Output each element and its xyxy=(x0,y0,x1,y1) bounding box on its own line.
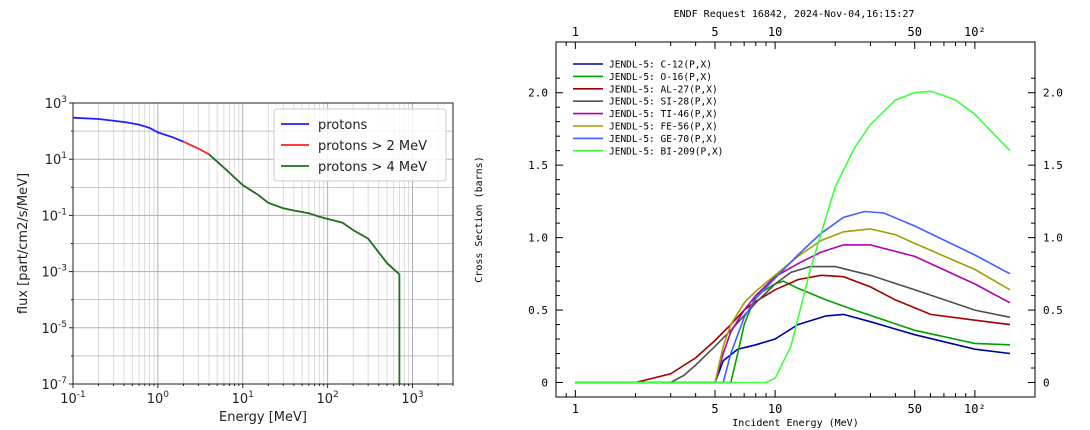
x-tick-label-top: 10 xyxy=(768,25,782,39)
y-tick-label: 1.0 xyxy=(528,232,548,245)
y-tick-label: 2.0 xyxy=(528,87,548,100)
x-axis-label: Incident Energy (MeV) xyxy=(732,418,858,429)
legend-box xyxy=(273,108,447,182)
x-tick-label: 10-1 xyxy=(60,390,86,407)
y-axis-label: Cross Section (barns) xyxy=(474,156,485,282)
legend-label: JENDL-5: GE-70(P,X) xyxy=(609,134,718,145)
series-line-5 xyxy=(575,244,1011,384)
y-tick-label: 0 xyxy=(541,377,548,390)
x-tick-label: 102 xyxy=(316,390,338,407)
y-tick-label-right: 1.5 xyxy=(1043,159,1063,172)
series-line-2 xyxy=(183,140,210,156)
plot-frame xyxy=(72,102,454,385)
x-tick-label: 101 xyxy=(232,390,254,407)
x-tick-label: 103 xyxy=(401,390,423,407)
y-tick-label: 101 xyxy=(45,151,67,168)
series-line-6 xyxy=(575,228,1011,384)
x-tick-label: 10 xyxy=(768,402,782,416)
series-line-8 xyxy=(575,90,1011,384)
series-line-3 xyxy=(575,274,1011,384)
y-tick-label-right: 0 xyxy=(1043,377,1050,390)
x-tick-label: 100 xyxy=(147,390,170,407)
plot-frame xyxy=(555,41,1036,398)
y-tick-label: 10-1 xyxy=(41,207,67,224)
y-tick-label: 1.5 xyxy=(528,159,548,172)
legend-label: JENDL-5: C-12(P,X) xyxy=(609,60,712,71)
legend-label: protons xyxy=(318,118,368,133)
legend-label: protons > 2 MeV xyxy=(318,139,427,154)
x-tick-label: 5 xyxy=(711,402,718,416)
y-axis-label: flux [part/cm2/s/MeV] xyxy=(16,173,31,314)
series-line-1 xyxy=(72,116,184,143)
legend-label: JENDL-5: O-16(P,X) xyxy=(609,72,712,83)
x-tick-label-top: 10² xyxy=(964,25,986,39)
series-line-7 xyxy=(575,210,1011,384)
legend-label: JENDL-5: FE-56(P,X) xyxy=(609,122,718,133)
series-line-4 xyxy=(575,265,1011,384)
legend-label: protons > 4 MeV xyxy=(318,160,427,175)
x-tick-label-top: 1 xyxy=(572,25,579,39)
y-tick-label-right: 1.0 xyxy=(1043,232,1063,245)
cross-section-chart: ENDF Request 16842, 2024-Nov-04,16:15:27… xyxy=(474,9,1063,429)
y-tick-label: 10-5 xyxy=(41,320,67,337)
x-tick-label: 10² xyxy=(964,402,986,416)
legend-label: JENDL-5: TI-46(P,X) xyxy=(609,109,718,120)
y-tick-label-right: 2.0 xyxy=(1043,87,1063,100)
x-tick-label-top: 5 xyxy=(711,25,718,39)
series-line-2 xyxy=(575,280,1011,384)
y-tick-label-right: 0.5 xyxy=(1043,304,1063,317)
legend-label: JENDL-5: AL-27(P,X) xyxy=(609,84,718,95)
series-line-3 xyxy=(208,153,401,384)
y-tick-label: 103 xyxy=(45,95,67,112)
x-tick-label: 50 xyxy=(908,402,922,416)
y-tick-label: 10-3 xyxy=(41,264,67,281)
chart-title: ENDF Request 16842, 2024-Nov-04,16:15:27 xyxy=(674,9,915,20)
series-line-1 xyxy=(575,313,1011,384)
y-tick-label: 10-7 xyxy=(41,376,67,393)
x-axis-label: Energy [MeV] xyxy=(219,410,307,425)
legend: protons protons > 2 MeV protons > 4 MeV xyxy=(273,108,447,182)
x-tick-label: 1 xyxy=(572,402,579,416)
legend-label: JENDL-5: SI-28(P,X) xyxy=(609,97,718,108)
flux-chart: 10-1 100 101 102 103 10-7 10-5 10-3 10-1 101 103 En… xyxy=(16,95,454,425)
x-tick-label-top: 50 xyxy=(908,25,922,39)
legend-label: JENDL-5: BI-209(P,X) xyxy=(609,146,723,157)
legend: JENDL-5: C-12(P,X)JENDL-5: O-16(P,X)JEND… xyxy=(573,60,723,157)
y-tick-label: 0.5 xyxy=(528,304,548,317)
